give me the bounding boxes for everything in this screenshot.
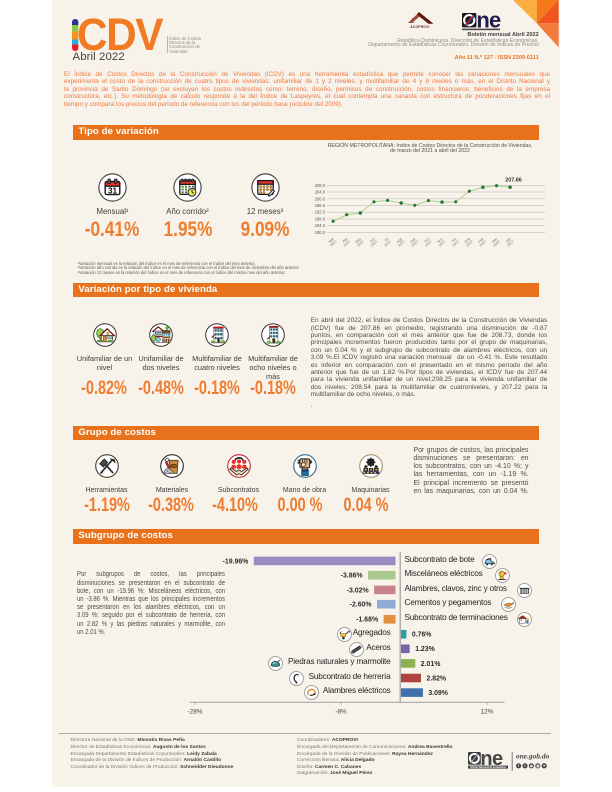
svg-text:Mar2022: Mar2022 xyxy=(490,236,501,247)
svg-text:ACOPROVI: ACOPROVI xyxy=(410,25,429,29)
svg-text:-3.86%: -3.86% xyxy=(341,573,363,580)
svg-text:Ago2021: Ago2021 xyxy=(395,237,406,248)
svg-text:192.0: 192.0 xyxy=(315,210,326,215)
svg-text:Feb2022: Feb2022 xyxy=(476,237,487,248)
svg-text:-2.60%: -2.60% xyxy=(350,602,372,609)
svg-text:one.gob.do: one.gob.do xyxy=(516,752,550,761)
svg-text:ne: ne xyxy=(476,9,501,32)
svg-text:May2021: May2021 xyxy=(354,237,365,248)
svg-text:2.01%: 2.01% xyxy=(421,661,441,668)
svg-text:196.0: 196.0 xyxy=(315,203,326,208)
svg-text:Nov2021: Nov2021 xyxy=(435,237,446,248)
svg-text:188.0: 188.0 xyxy=(315,217,326,222)
svg-text:ne: ne xyxy=(480,748,503,770)
svg-text:-19.96%: -19.96% xyxy=(223,558,249,565)
svg-text:Oct2021: Oct2021 xyxy=(422,237,433,248)
svg-text:31: 31 xyxy=(108,186,118,195)
svg-text:Jun2021: Jun2021 xyxy=(367,237,378,248)
svg-text:t: t xyxy=(524,764,526,768)
svg-text:▣: ▣ xyxy=(536,764,539,768)
svg-text:Jul2021: Jul2021 xyxy=(381,237,392,248)
svg-text:Ene2022: Ene2022 xyxy=(463,237,474,248)
svg-text:Mar2021: Mar2021 xyxy=(326,236,337,247)
svg-text:-3.02%: -3.02% xyxy=(347,587,369,594)
svg-text:0.76%: 0.76% xyxy=(412,632,432,639)
svg-text:204.0: 204.0 xyxy=(315,190,326,195)
svg-text:◉: ◉ xyxy=(530,764,533,768)
svg-text:200.0: 200.0 xyxy=(315,196,326,201)
svg-text:Abr2022: Abr2022 xyxy=(503,236,514,247)
svg-text:207.86: 207.86 xyxy=(505,178,522,184)
svg-text:180.0: 180.0 xyxy=(315,230,326,235)
svg-text:-1.68%: -1.68% xyxy=(356,617,378,624)
svg-text:Oficina Nacional de Estadístic: Oficina Nacional de Estadística xyxy=(470,766,506,769)
svg-text:1.23%: 1.23% xyxy=(415,646,435,653)
svg-text:ᯤ: ᯤ xyxy=(543,764,546,768)
svg-text:-8%: -8% xyxy=(335,709,347,716)
svg-text:2.82%: 2.82% xyxy=(427,675,447,682)
svg-text:184.0: 184.0 xyxy=(315,223,326,228)
svg-text:Abr2021: Abr2021 xyxy=(340,236,351,247)
svg-text:208.0: 208.0 xyxy=(315,183,326,188)
svg-text:-28%: -28% xyxy=(188,709,203,716)
svg-text:12%: 12% xyxy=(481,709,494,716)
svg-text:Sep2021: Sep2021 xyxy=(408,237,419,248)
svg-text:3.09%: 3.09% xyxy=(428,690,448,697)
svg-text:f: f xyxy=(518,764,520,768)
svg-text:Dic2021: Dic2021 xyxy=(449,237,460,248)
